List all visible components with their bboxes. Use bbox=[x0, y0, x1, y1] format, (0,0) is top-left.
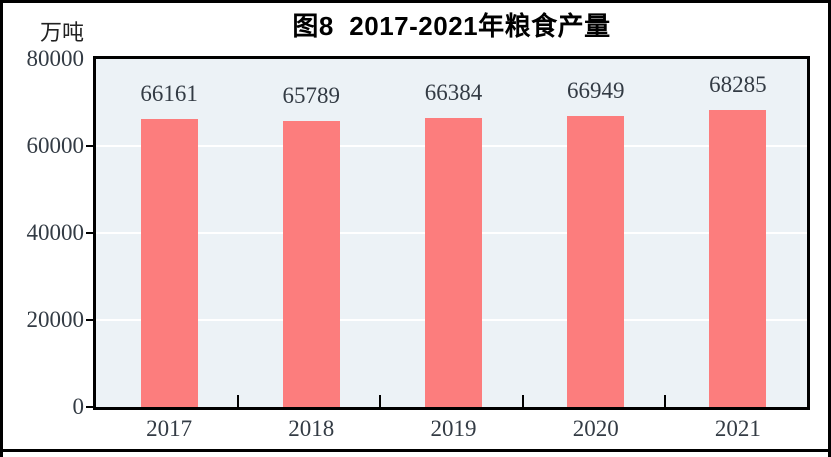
page-border-top bbox=[0, 0, 831, 3]
y-axis-tick bbox=[86, 145, 94, 147]
x-axis-tick bbox=[663, 395, 666, 407]
bar bbox=[425, 118, 482, 407]
y-axis-tick-label: 0 bbox=[72, 394, 85, 419]
bar-value-label: 66384 bbox=[424, 80, 483, 106]
y-axis-tick-label: 80000 bbox=[26, 46, 85, 71]
bar-value-label: 68285 bbox=[709, 71, 767, 97]
x-axis-tick-label: 2021 bbox=[714, 416, 761, 441]
y-axis-tick bbox=[86, 232, 94, 234]
y-axis-tick bbox=[86, 319, 94, 321]
y-axis-unit-label: 万吨 bbox=[39, 20, 84, 45]
y-axis-tick-label: 60000 bbox=[26, 133, 85, 158]
page-border-left bbox=[0, 0, 3, 457]
bar bbox=[709, 109, 767, 407]
chart-title: 图8 2017-2021年粮食产量 bbox=[292, 11, 611, 41]
x-axis-tick-label: 2018 bbox=[288, 416, 335, 441]
bar bbox=[282, 120, 340, 407]
bar-value-label: 66161 bbox=[140, 81, 198, 107]
bar bbox=[140, 119, 198, 407]
page-border-bottom bbox=[0, 449, 831, 452]
y-axis-tick bbox=[86, 406, 94, 408]
y-axis-tick-label: 20000 bbox=[26, 307, 85, 332]
bar-value-label: 66949 bbox=[566, 77, 625, 103]
bar bbox=[567, 115, 625, 407]
bar-value-label: 65789 bbox=[282, 82, 341, 108]
plot-area: 66161 65789 66384 66949 68285 bbox=[93, 56, 810, 410]
x-axis-tick bbox=[237, 395, 240, 407]
x-axis-tick bbox=[379, 395, 382, 407]
x-axis-tick-label: 2017 bbox=[146, 416, 193, 441]
x-axis-tick bbox=[521, 395, 524, 407]
y-axis-tick-label: 40000 bbox=[26, 220, 85, 245]
x-axis-tick-label: 2019 bbox=[430, 416, 477, 441]
page-border-right bbox=[828, 0, 831, 457]
x-axis-tick-label: 2020 bbox=[572, 416, 619, 441]
